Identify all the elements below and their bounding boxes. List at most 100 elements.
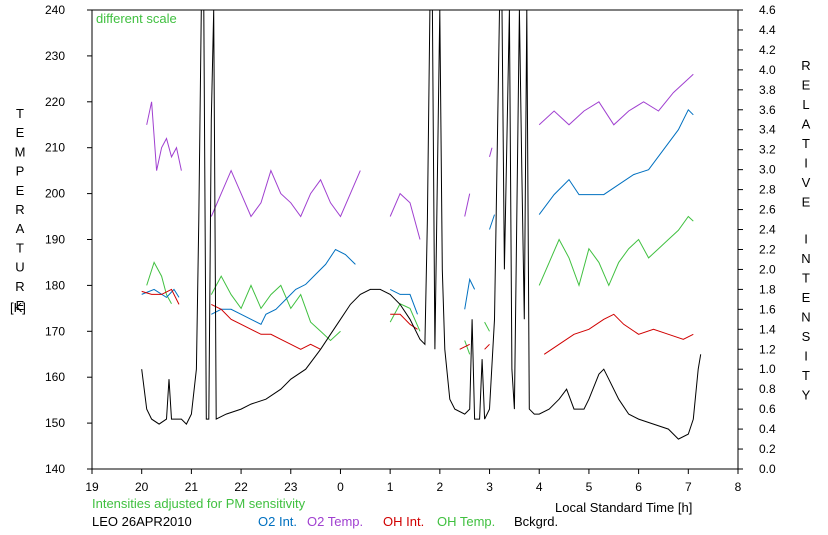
- series-line-o2-temp: [464, 193, 471, 217]
- series-line-o2-int: [489, 214, 495, 230]
- y-axis-right: 0.0 0.2 0.4 0.6 0.8 1.0 1.2 1.4 1.6 1.8 2.0 2.2 2.4 2…: [738, 3, 776, 476]
- y-right-tick-label: 0.0: [759, 462, 776, 476]
- plot-border: [91, 9, 739, 470]
- series-line-oh-int: [543, 313, 694, 355]
- y-left-tick-label: 170: [45, 324, 65, 338]
- x-tick-label: 23: [284, 480, 298, 494]
- y-right-label-letter: T: [802, 136, 810, 151]
- y-left-tick-label: 140: [45, 462, 65, 476]
- series-line-o2-temp: [210, 169, 361, 218]
- y-left-label-letter: M: [15, 144, 26, 159]
- y-left-tick-label: 210: [45, 141, 65, 155]
- y-right-tick-label: 3.8: [759, 83, 776, 97]
- y-right-tick-label: 3.2: [759, 143, 776, 157]
- series-line-oh-temp: [210, 275, 341, 342]
- x-tick-label: 21: [185, 480, 199, 494]
- y-left-label-letter: E: [16, 183, 25, 198]
- y-left-tick-label: 240: [45, 3, 65, 17]
- legend-entry: O2 Temp.: [307, 514, 363, 529]
- series-line-oh-temp: [146, 261, 172, 305]
- y-right-tick-label: 0.2: [759, 442, 776, 456]
- y-right-tick-label: 4.2: [759, 43, 776, 57]
- y-right-label-letter: N: [801, 310, 810, 325]
- series-line-o2-temp: [489, 147, 493, 158]
- plot-frame: [91, 9, 739, 470]
- y-right-tick-label: 0.6: [759, 402, 776, 416]
- series-line-o2-int: [538, 108, 694, 215]
- y-left-label-letter: T: [16, 106, 24, 121]
- y-left-label-letter: T: [16, 240, 24, 255]
- series-line-o2-int: [464, 277, 476, 310]
- y-left-tick-label: 160: [45, 370, 65, 384]
- y-left-tick-label: 200: [45, 187, 65, 201]
- x-tick-label: 22: [234, 480, 248, 494]
- x-tick-label: 3: [486, 480, 493, 494]
- y-right-label-letter: L: [802, 97, 809, 112]
- series-line-bckgrd: [141, 9, 702, 440]
- y-right-tick-label: 3.4: [759, 123, 776, 137]
- y-axis-left: 140 150 160 170 180 190 200 210 220 230 240: [45, 3, 92, 476]
- series-line-o2-temp: [389, 192, 421, 240]
- series-line-o2-temp: [538, 73, 694, 126]
- x-tick-label: 19: [85, 480, 99, 494]
- y-right-tick-label: 1.2: [759, 342, 776, 356]
- series-line-oh-temp: [389, 303, 421, 332]
- legend-entry: O2 Int.: [258, 514, 297, 529]
- y-right-label-letter: I: [804, 232, 808, 247]
- series-line-oh-int: [459, 343, 470, 350]
- x-tick-label: 7: [685, 480, 692, 494]
- station-date: LEO 26APR2010: [92, 514, 192, 529]
- y-right-label-letter: T: [802, 368, 810, 383]
- y-right-label-letter: A: [802, 117, 811, 132]
- y-right-tick-label: 2.6: [759, 203, 776, 217]
- series-line-oh-int: [211, 303, 321, 350]
- legend-entry: OH Temp.: [437, 514, 495, 529]
- series-line-o2-int: [389, 288, 418, 315]
- y-left-tick-label: 150: [45, 416, 65, 430]
- series-line-o2-temp: [146, 101, 182, 171]
- y-right-tick-label: 4.4: [759, 23, 776, 37]
- x-axis-label: Local Standard Time [h]: [555, 500, 692, 515]
- y-right-label-letter: I: [804, 349, 808, 364]
- y-left-unit: [K]: [10, 300, 26, 315]
- y-right-label-letter: E: [802, 78, 811, 93]
- series-line-oh-temp: [484, 321, 490, 332]
- y-right-tick-label: 2.8: [759, 183, 776, 197]
- annotation-bottom: Intensities adjusted for PM sensitivity: [92, 496, 306, 511]
- y-right-tick-label: 3.6: [759, 103, 776, 117]
- y-right-label-letter: N: [801, 251, 810, 266]
- x-tick-label: 1: [387, 480, 394, 494]
- series-line-oh-int: [484, 343, 490, 350]
- y-right-tick-label: 4.6: [759, 3, 776, 17]
- y-left-label-letter: A: [16, 221, 25, 236]
- y-left-tick-label: 220: [45, 95, 65, 109]
- y-right-label-letter: S: [802, 329, 811, 344]
- y-right-tick-label: 2.2: [759, 242, 776, 256]
- y-left-label-letter: E: [16, 298, 25, 313]
- legend: O2 Int. O2 Temp. OH Int. OH Temp. Bckgrd.: [258, 514, 558, 529]
- x-tick-label: 8: [735, 480, 742, 494]
- y-right-tick-label: 2.0: [759, 262, 776, 276]
- y-right-tick-label: 1.8: [759, 282, 776, 296]
- x-tick-label: 2: [437, 480, 444, 494]
- y-right-tick-label: 0.4: [759, 422, 776, 436]
- y-left-tick-label: 180: [45, 278, 65, 292]
- y-left-label-letter: E: [16, 125, 25, 140]
- y-right-tick-label: 1.4: [759, 322, 776, 336]
- annotation-top: different scale: [96, 11, 177, 26]
- x-tick-label: 20: [135, 480, 149, 494]
- y-left-label-letter: P: [16, 164, 25, 179]
- y-right-label-letter: T: [802, 271, 810, 286]
- series-line-o2-int: [211, 248, 356, 325]
- y-right-tick-label: 4.0: [759, 63, 776, 77]
- y-left-tick-label: 230: [45, 49, 65, 63]
- legend-entry: OH Int.: [383, 514, 424, 529]
- y-right-label-letter: E: [802, 290, 811, 305]
- y-right-label-letter: V: [802, 175, 811, 190]
- y-left-label-letter: R: [15, 279, 24, 294]
- y-right-tick-label: 0.8: [759, 382, 776, 396]
- series-line-oh-temp: [538, 215, 694, 288]
